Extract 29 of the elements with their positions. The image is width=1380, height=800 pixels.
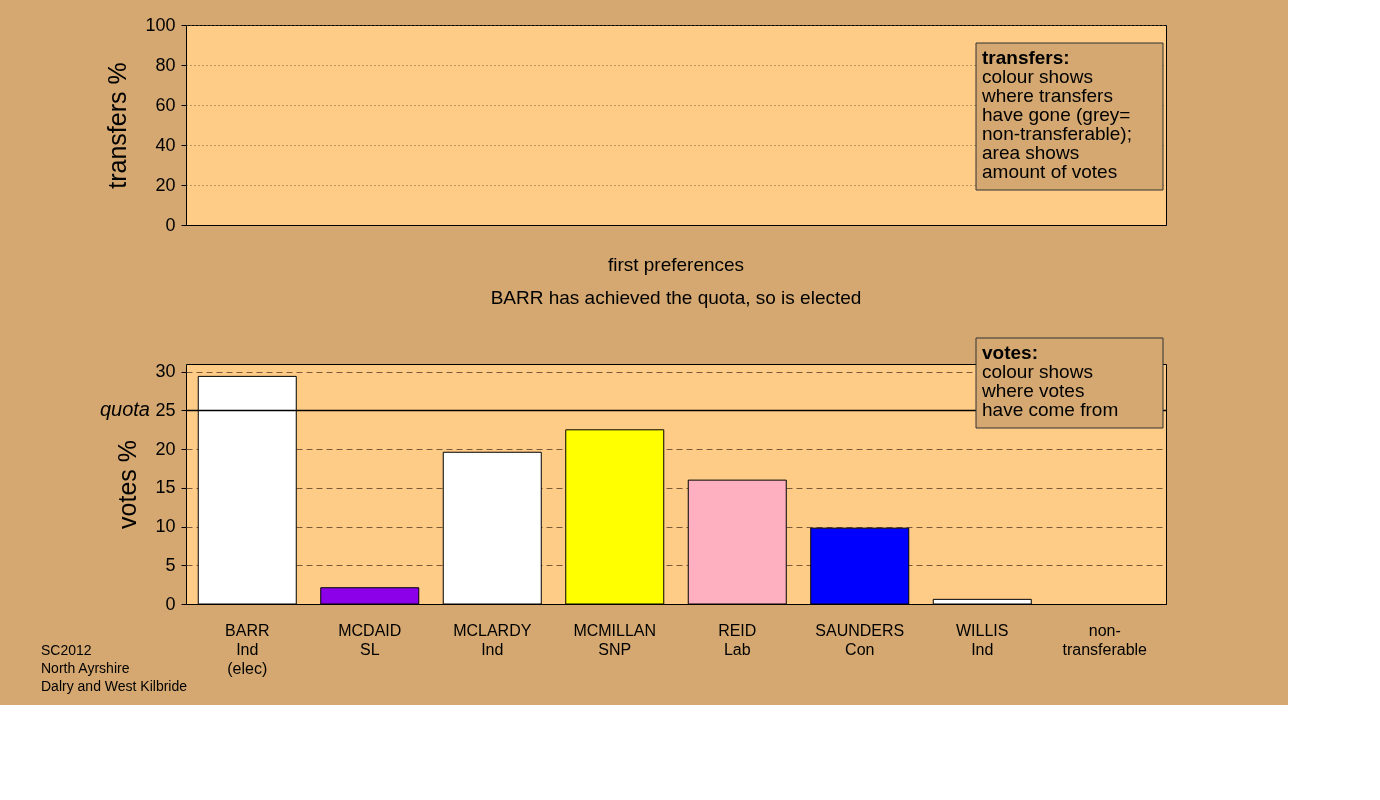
y-tick-label: 30	[155, 361, 176, 382]
y-tick-label: 100	[145, 14, 176, 35]
y-tick-label: 0	[165, 214, 176, 235]
x-tick-label: MCLARDY Ind	[453, 621, 532, 658]
x-tick-label: MCMILLAN SNP	[573, 621, 657, 658]
x-tick-label: BARR Ind (elec)	[225, 621, 270, 677]
ref-line-label: quota	[99, 398, 150, 421]
chart-title: first preferences	[607, 253, 745, 275]
y-tick-label: 20	[155, 438, 176, 459]
y-tick-label: 20	[155, 174, 176, 195]
y-tick-label: 60	[155, 94, 176, 115]
annotation: votes: colour shows where votes have come from	[981, 342, 1119, 420]
text: SC2012 North Ayrshire Dalry and West Kilbride	[41, 642, 188, 694]
y-tick-label: 5	[165, 554, 176, 575]
x-tick-label: MCDAID SL	[338, 621, 402, 658]
y-tick-label: 80	[155, 54, 176, 75]
y-tick-label: 0	[165, 593, 176, 614]
y-tick-label: 15	[155, 477, 176, 498]
x-tick-label: SAUNDERS Con	[815, 621, 905, 658]
x-tick-label: REID Lab	[718, 621, 757, 658]
x-tick-label: non- transferable	[1062, 621, 1148, 658]
y-tick-label: 40	[155, 134, 176, 155]
y-axis-title: votes %	[113, 440, 142, 529]
chart-subtitle: BARR has achieved the quota, so is elected	[490, 286, 862, 308]
y-tick-label: 10	[155, 516, 176, 537]
annotation: transfers: colour shows where transfers have gone (grey= non-transferable); area shows amount of votes	[981, 47, 1132, 182]
x-tick-label: WILLIS Ind	[956, 621, 1009, 658]
y-tick-label: 25	[155, 399, 176, 420]
y-axis-title: transfers %	[103, 62, 132, 189]
